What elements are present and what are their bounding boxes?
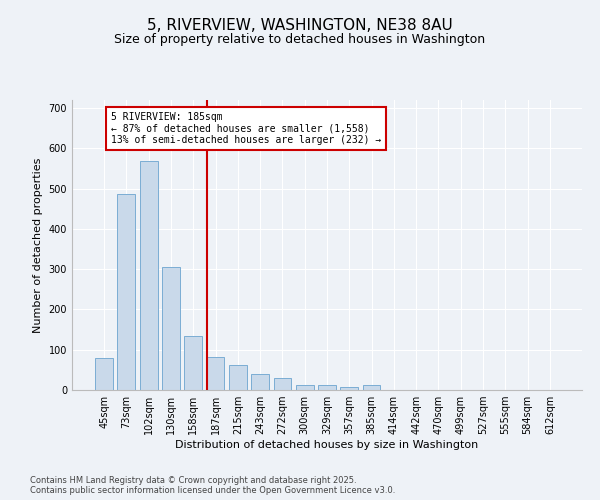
Bar <box>118 194 136 390</box>
Bar <box>251 374 269 390</box>
Text: Size of property relative to detached houses in Washington: Size of property relative to detached ho… <box>115 32 485 46</box>
Bar <box>274 378 292 390</box>
Bar <box>229 365 247 390</box>
Bar <box>362 385 380 390</box>
Text: 5, RIVERVIEW, WASHINGTON, NE38 8AU: 5, RIVERVIEW, WASHINGTON, NE38 8AU <box>147 18 453 32</box>
Y-axis label: Number of detached properties: Number of detached properties <box>33 158 43 332</box>
Text: 5 RIVERVIEW: 185sqm
← 87% of detached houses are smaller (1,558)
13% of semi-det: 5 RIVERVIEW: 185sqm ← 87% of detached ho… <box>111 112 381 146</box>
Bar <box>184 336 202 390</box>
Text: Contains HM Land Registry data © Crown copyright and database right 2025.
Contai: Contains HM Land Registry data © Crown c… <box>30 476 395 495</box>
X-axis label: Distribution of detached houses by size in Washington: Distribution of detached houses by size … <box>175 440 479 450</box>
Bar <box>206 357 224 390</box>
Bar <box>318 385 336 390</box>
Bar <box>95 358 113 390</box>
Bar <box>140 161 158 390</box>
Bar <box>340 387 358 390</box>
Bar <box>296 385 314 390</box>
Bar <box>162 267 180 390</box>
